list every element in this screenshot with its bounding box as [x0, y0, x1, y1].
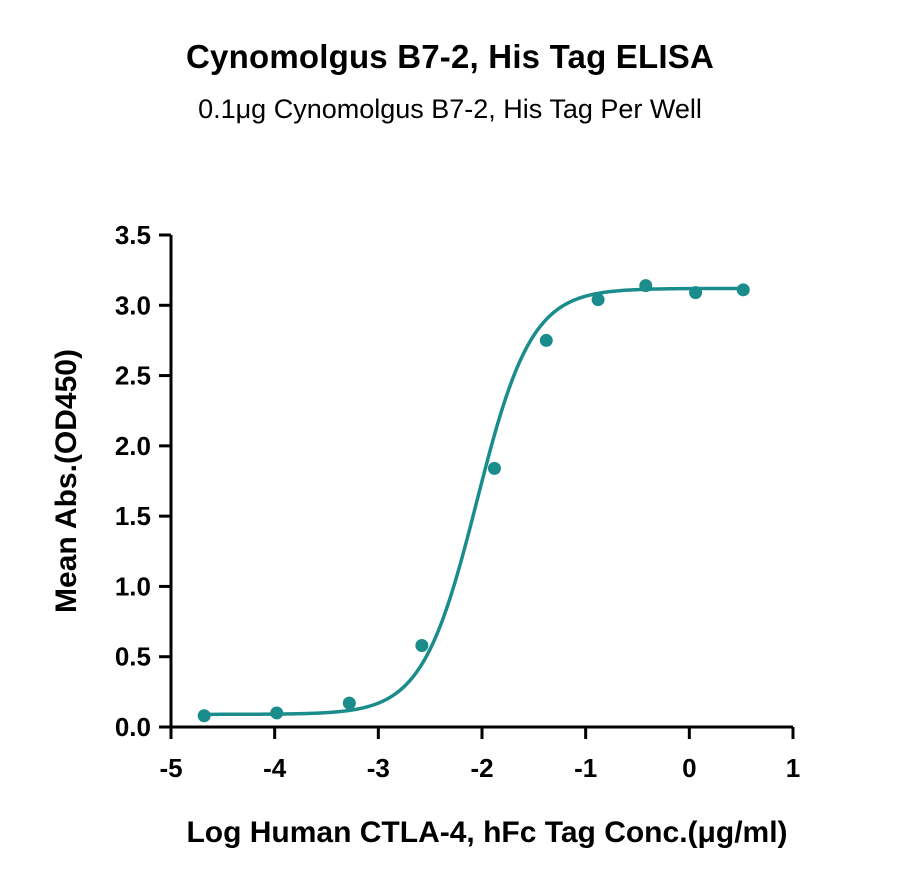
data-point	[689, 286, 703, 300]
x-axis-label: Log Human CTLA-4, hFc Tag Conc.(μg/ml)	[186, 816, 787, 849]
x-tick-label: -5	[159, 753, 182, 783]
fit-curve	[204, 286, 744, 717]
y-tick-label: 1.0	[115, 571, 151, 601]
y-tick-label: 0.0	[115, 712, 151, 742]
x-tick-label: 1	[786, 753, 800, 783]
y-tick-label: 3.5	[115, 220, 151, 250]
data-point	[197, 709, 211, 723]
y-tick-label: 0.5	[115, 642, 151, 672]
data-point	[591, 293, 605, 307]
y-tick-label: 2.5	[115, 361, 151, 391]
y-tick-label: 1.5	[115, 501, 151, 531]
chart-title: Cynomolgus B7-2, His Tag ELISA	[186, 38, 714, 75]
data-point	[639, 279, 653, 293]
data-point	[539, 333, 553, 347]
y-tick-label: 2.0	[115, 431, 151, 461]
x-tick-label: -1	[574, 753, 597, 783]
y-tick-label: 3.0	[115, 290, 151, 320]
y-axis-label: Mean Abs.(OD450)	[50, 349, 83, 613]
x-tick-label: -3	[367, 753, 390, 783]
chart-subtitle: 0.1μg Cynomolgus B7-2, His Tag Per Well	[198, 94, 702, 124]
data-point	[736, 283, 750, 297]
x-tick-label: -2	[470, 753, 493, 783]
x-tick-label: -4	[263, 753, 287, 783]
data-point	[487, 461, 501, 475]
data-point	[270, 706, 284, 720]
x-tick-label: 0	[682, 753, 696, 783]
data-point	[415, 638, 429, 652]
data-point	[342, 696, 356, 710]
